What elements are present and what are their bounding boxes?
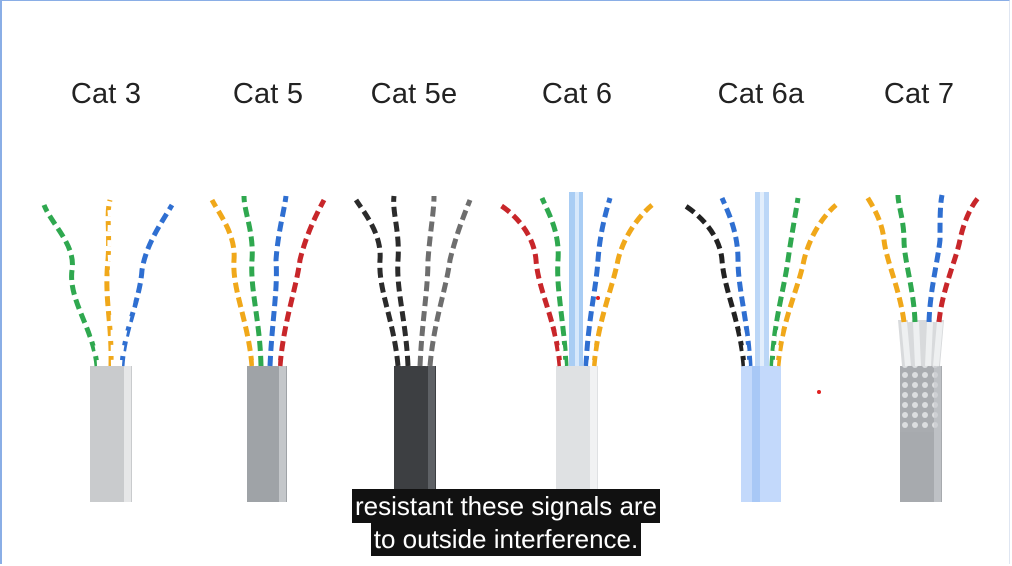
cable-cat6a [682,192,838,502]
wire [209,198,255,367]
cable-label-cat6: Cat 6 [541,78,613,110]
wire [583,197,613,367]
wire [498,202,563,367]
wire [895,194,918,323]
wire [773,202,824,367]
cable-cat5 [209,195,327,502]
cable-jacket-highlight [590,366,597,502]
wire [391,195,411,367]
wire [518,204,565,367]
wire [682,202,747,367]
wire [427,199,473,367]
wire [353,198,401,367]
cable-spline-highlight [575,192,579,366]
cable-label-cat5: Cat 5 [232,78,304,110]
wire [417,195,437,367]
wire [267,195,289,367]
wire [769,197,801,367]
wire [926,194,945,323]
cable-jacket-highlight [279,366,286,502]
wire [277,198,327,367]
subtitle-line-1: resistant these signals are [0,489,1012,523]
wire [370,201,405,367]
wire [119,203,175,367]
wire [423,199,458,367]
cable-jacket [741,366,781,502]
wire [241,195,264,367]
cable-jacket-stripe [752,366,760,502]
subtitle-text: to outside interference. [370,522,642,556]
wire [224,201,258,367]
cable-cat3 [41,199,175,502]
cable-jacket-highlight [124,366,131,502]
cable-foil-pairs [901,321,943,367]
cable-cat7 [863,193,980,502]
wire [539,197,569,367]
cable-cat6 [498,192,654,502]
cable-label-cat7: Cat 7 [883,78,955,110]
wire [775,203,838,367]
wire [936,196,980,323]
wire [588,202,638,367]
wire [591,203,654,367]
marker-dot [596,296,600,300]
cable-label-cat3: Cat 3 [70,78,142,110]
wire [41,203,100,367]
wire [700,204,749,367]
cable-spline-highlight [760,192,764,366]
cable-jacket-highlight [934,366,941,502]
subtitle-line-2: to outside interference. [0,522,1012,556]
wire [863,193,907,323]
cable-label-cat6a: Cat 6a [717,78,805,110]
cable-cat5e [353,195,473,502]
marker-dot [817,390,821,394]
wire [719,197,753,367]
cable-label-cat5e: Cat 5e [370,78,458,110]
wire [274,199,308,367]
wire [106,204,115,367]
cable-jacket-highlight [428,366,435,502]
wire [104,199,114,367]
subtitle-text: resistant these signals are [351,489,661,523]
